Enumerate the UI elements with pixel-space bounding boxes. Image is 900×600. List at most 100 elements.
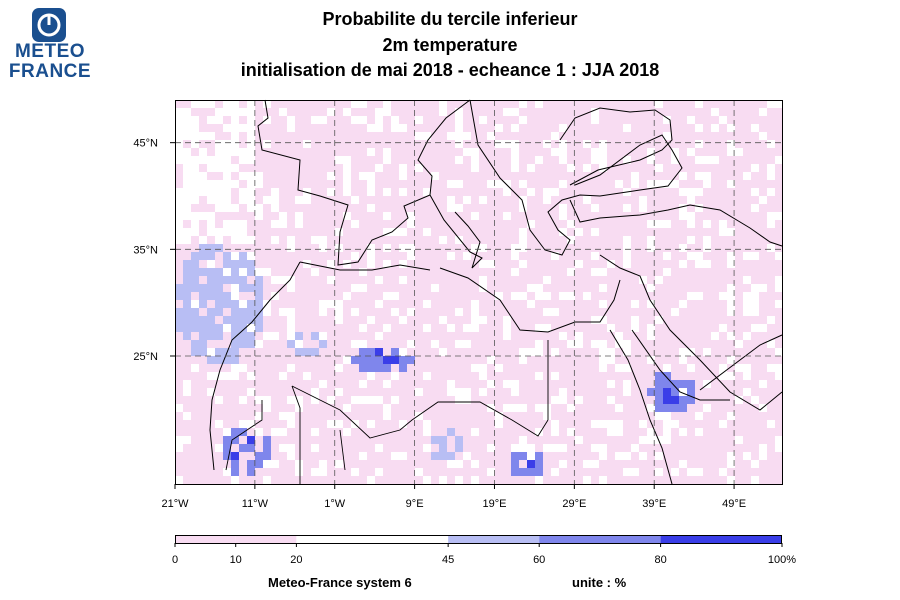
probability-cell (679, 404, 687, 412)
probability-cell (447, 212, 455, 220)
probability-cell (751, 140, 759, 148)
probability-cell (575, 164, 583, 172)
probability-cell (607, 204, 615, 212)
probability-cell (671, 124, 679, 132)
probability-cell (375, 308, 383, 316)
probability-cell (759, 396, 767, 404)
probability-cell (335, 412, 343, 420)
probability-cell (591, 356, 599, 364)
probability-cell (535, 388, 543, 396)
probability-cell (671, 380, 679, 388)
probability-cell (359, 188, 367, 196)
probability-cell (215, 412, 223, 420)
probability-cell (695, 380, 703, 388)
probability-cell (591, 220, 599, 228)
probability-cell (775, 460, 783, 468)
probability-cell (423, 220, 431, 228)
probability-cell (319, 252, 327, 260)
probability-cell (335, 356, 343, 364)
probability-cell (207, 476, 215, 484)
probability-cell (319, 316, 327, 324)
probability-cell (591, 164, 599, 172)
probability-cell (679, 148, 687, 156)
probability-cell (551, 404, 559, 412)
probability-cell (343, 196, 351, 204)
probability-cell (367, 220, 375, 228)
probability-cell (703, 268, 711, 276)
probability-cell (319, 372, 327, 380)
probability-cell (599, 308, 607, 316)
probability-cell (727, 100, 735, 108)
probability-cell (487, 188, 495, 196)
probability-cell (671, 364, 679, 372)
probability-cell (655, 228, 663, 236)
probability-cell (575, 212, 583, 220)
probability-grid (175, 100, 783, 484)
probability-cell (423, 260, 431, 268)
probability-cell (351, 228, 359, 236)
probability-cell (215, 244, 223, 252)
probability-cell (247, 308, 255, 316)
probability-cell (303, 300, 311, 308)
probability-cell (391, 156, 399, 164)
probability-cell (399, 156, 407, 164)
probability-cell (423, 164, 431, 172)
probability-cell (215, 356, 223, 364)
probability-cell (575, 316, 583, 324)
probability-cell (631, 164, 639, 172)
probability-cell (671, 460, 679, 468)
probability-cell (199, 116, 207, 124)
probability-cell (319, 476, 327, 484)
probability-cell (679, 332, 687, 340)
probability-cell (599, 212, 607, 220)
probability-cell (471, 220, 479, 228)
probability-cell (759, 436, 767, 444)
probability-cell (607, 236, 615, 244)
probability-cell (295, 180, 303, 188)
probability-cell (543, 228, 551, 236)
probability-cell (711, 284, 719, 292)
probability-cell (295, 324, 303, 332)
probability-cell (375, 476, 383, 484)
probability-cell (719, 316, 727, 324)
probability-cell (183, 316, 191, 324)
probability-cell (407, 260, 415, 268)
probability-cell (743, 212, 751, 220)
probability-cell (175, 244, 183, 252)
probability-cell (223, 236, 231, 244)
probability-cell (655, 148, 663, 156)
probability-cell (383, 340, 391, 348)
probability-cell (495, 308, 503, 316)
probability-cell (399, 412, 407, 420)
probability-cell (583, 428, 591, 436)
probability-cell (479, 204, 487, 212)
probability-cell (567, 140, 575, 148)
probability-cell (287, 156, 295, 164)
probability-cell (351, 292, 359, 300)
probability-cell (503, 156, 511, 164)
probability-cell (375, 100, 383, 108)
probability-cell (695, 444, 703, 452)
probability-cell (359, 108, 367, 116)
probability-cell (543, 108, 551, 116)
probability-cell (423, 364, 431, 372)
probability-cell (335, 180, 343, 188)
probability-cell (631, 156, 639, 164)
probability-cell (487, 148, 495, 156)
probability-cell (215, 380, 223, 388)
probability-cell (703, 356, 711, 364)
probability-cell (543, 348, 551, 356)
probability-cell (663, 172, 671, 180)
probability-cell (487, 308, 495, 316)
probability-cell (367, 460, 375, 468)
political-borders (225, 340, 549, 484)
probability-cell (423, 396, 431, 404)
probability-cell (543, 124, 551, 132)
probability-cell (407, 412, 415, 420)
probability-cell (711, 204, 719, 212)
probability-cell (703, 140, 711, 148)
probability-cell (415, 236, 423, 244)
probability-cell (647, 348, 655, 356)
probability-cell (535, 148, 543, 156)
probability-cell (295, 268, 303, 276)
